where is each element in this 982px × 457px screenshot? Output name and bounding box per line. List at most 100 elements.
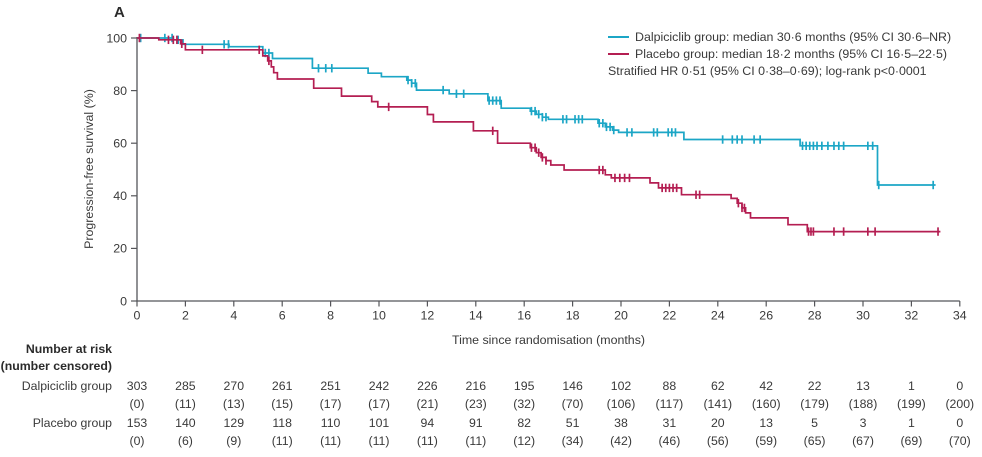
risk-cell: (6)	[177, 434, 193, 448]
risk-cell: (179)	[800, 397, 829, 411]
y-tick-label: 80	[113, 84, 127, 98]
risk-cell: (32)	[513, 397, 536, 411]
risk-cell: 195	[513, 379, 535, 393]
risk-cell: (70)	[948, 434, 971, 448]
risk-cell: (117)	[655, 397, 684, 411]
risk-cell: (69)	[900, 434, 923, 448]
y-tick-label: 40	[113, 189, 127, 203]
x-tick-label: 18	[566, 309, 580, 323]
x-tick-label: 30	[856, 309, 870, 323]
risk-cell: 42	[759, 379, 774, 393]
risk-row-label-dalpiciclib: Dalpiciclib group	[21, 379, 112, 393]
x-tick-label: 0	[134, 309, 141, 323]
risk-cell: (13)	[222, 397, 245, 411]
risk-cell: (9)	[226, 434, 242, 448]
y-tick-label: 100	[106, 31, 127, 45]
risk-cell: (15)	[271, 397, 294, 411]
legend-item-placebo: Placebo group: median 18·2 months (95% C…	[608, 46, 951, 63]
risk-cell: 82	[517, 416, 532, 430]
x-tick-label: 2	[182, 309, 189, 323]
placebo-line-swatch	[608, 53, 629, 56]
risk-cell: 94	[420, 416, 435, 430]
risk-cell: 31	[662, 416, 677, 430]
x-tick-label: 28	[808, 309, 822, 323]
risk-cell: 62	[710, 379, 725, 393]
risk-cell: (200)	[945, 397, 975, 411]
risk-cell: (56)	[706, 434, 729, 448]
dalpiciclib-survival-curve	[137, 37, 936, 186]
risk-cell: (67)	[852, 434, 874, 448]
risk-cell: (17)	[368, 397, 390, 411]
risk-table-header-line2: (number censored)	[0, 359, 112, 373]
risk-cell: 118	[272, 416, 292, 430]
x-tick-label: 20	[614, 309, 628, 323]
risk-cell: 0	[956, 379, 964, 393]
dalpiciclib-line-swatch	[608, 36, 629, 39]
risk-cell: 20	[710, 416, 725, 430]
risk-cell: (17)	[319, 397, 342, 411]
x-tick-label: 6	[279, 309, 286, 323]
x-tick-label: 24	[711, 309, 725, 323]
legend-stat-note: Stratified HR 0·51 (95% CI 0·38–0·69); l…	[608, 63, 927, 78]
risk-cell: 3	[859, 416, 867, 430]
risk-cell: 285	[175, 379, 196, 393]
risk-cell: 153	[126, 416, 148, 430]
risk-cell: 0	[956, 416, 964, 430]
risk-cell: (12)	[513, 434, 536, 448]
risk-table-header-line1: Number at risk	[25, 342, 112, 356]
x-tick-label: 10	[372, 309, 386, 323]
x-tick-label: 26	[759, 309, 773, 323]
risk-cell: 216	[465, 379, 487, 393]
risk-cell: (23)	[464, 397, 487, 411]
risk-cell: 129	[223, 416, 245, 430]
x-tick-label: 16	[517, 309, 531, 323]
panel-label: A	[114, 4, 125, 21]
risk-cell: (11)	[271, 434, 293, 448]
x-tick-label: 14	[469, 309, 483, 323]
legend-label-dalpiciclib: Dalpiciclib group: median 30·6 months (9…	[635, 30, 952, 44]
y-tick-label: 60	[113, 137, 127, 151]
risk-row-label-placebo: Placebo group	[32, 416, 112, 430]
risk-cell: 251	[320, 379, 341, 393]
risk-cell: (11)	[174, 397, 196, 411]
risk-cell: (188)	[848, 397, 878, 411]
y-tick-label: 0	[120, 294, 127, 308]
risk-cell: (65)	[803, 434, 826, 448]
risk-cell: 140	[175, 416, 196, 430]
risk-cell: (42)	[610, 434, 632, 448]
x-axis-title: Time since randomisation (months)	[451, 333, 646, 347]
risk-cell: (0)	[129, 397, 145, 411]
risk-cell: 1	[907, 379, 915, 393]
risk-cell: (11)	[416, 434, 438, 448]
x-tick-label: 12	[421, 309, 435, 323]
risk-cell: 270	[223, 379, 245, 393]
x-tick-label: 8	[327, 309, 334, 323]
risk-cell: 51	[565, 416, 580, 430]
risk-cell: (199)	[897, 397, 926, 411]
risk-cell: (11)	[320, 434, 342, 448]
x-tick-label: 4	[230, 309, 237, 323]
risk-cell: 110	[320, 416, 341, 430]
legend-item-dalpiciclib: Dalpiciclib group: median 30·6 months (9…	[608, 29, 951, 46]
x-tick-label: 34	[953, 309, 967, 323]
risk-cell: 88	[662, 379, 677, 393]
risk-cell: (70)	[561, 397, 584, 411]
y-tick-label: 20	[113, 242, 127, 256]
risk-cell: (21)	[416, 397, 439, 411]
x-tick-label: 22	[663, 309, 677, 323]
risk-cell: 13	[759, 416, 774, 430]
risk-cell: 226	[417, 379, 438, 393]
risk-cell: (141)	[703, 397, 733, 411]
risk-cell: 91	[468, 416, 483, 430]
x-tick-label: 32	[905, 309, 919, 323]
risk-cell: (59)	[755, 434, 778, 448]
risk-cell: 38	[614, 416, 628, 430]
risk-cell: 261	[271, 379, 293, 393]
risk-cell: 303	[126, 379, 148, 393]
risk-cell: 13	[856, 379, 870, 393]
risk-cell: 1	[907, 416, 915, 430]
risk-cell: (11)	[465, 434, 487, 448]
risk-cell: (0)	[129, 434, 145, 448]
